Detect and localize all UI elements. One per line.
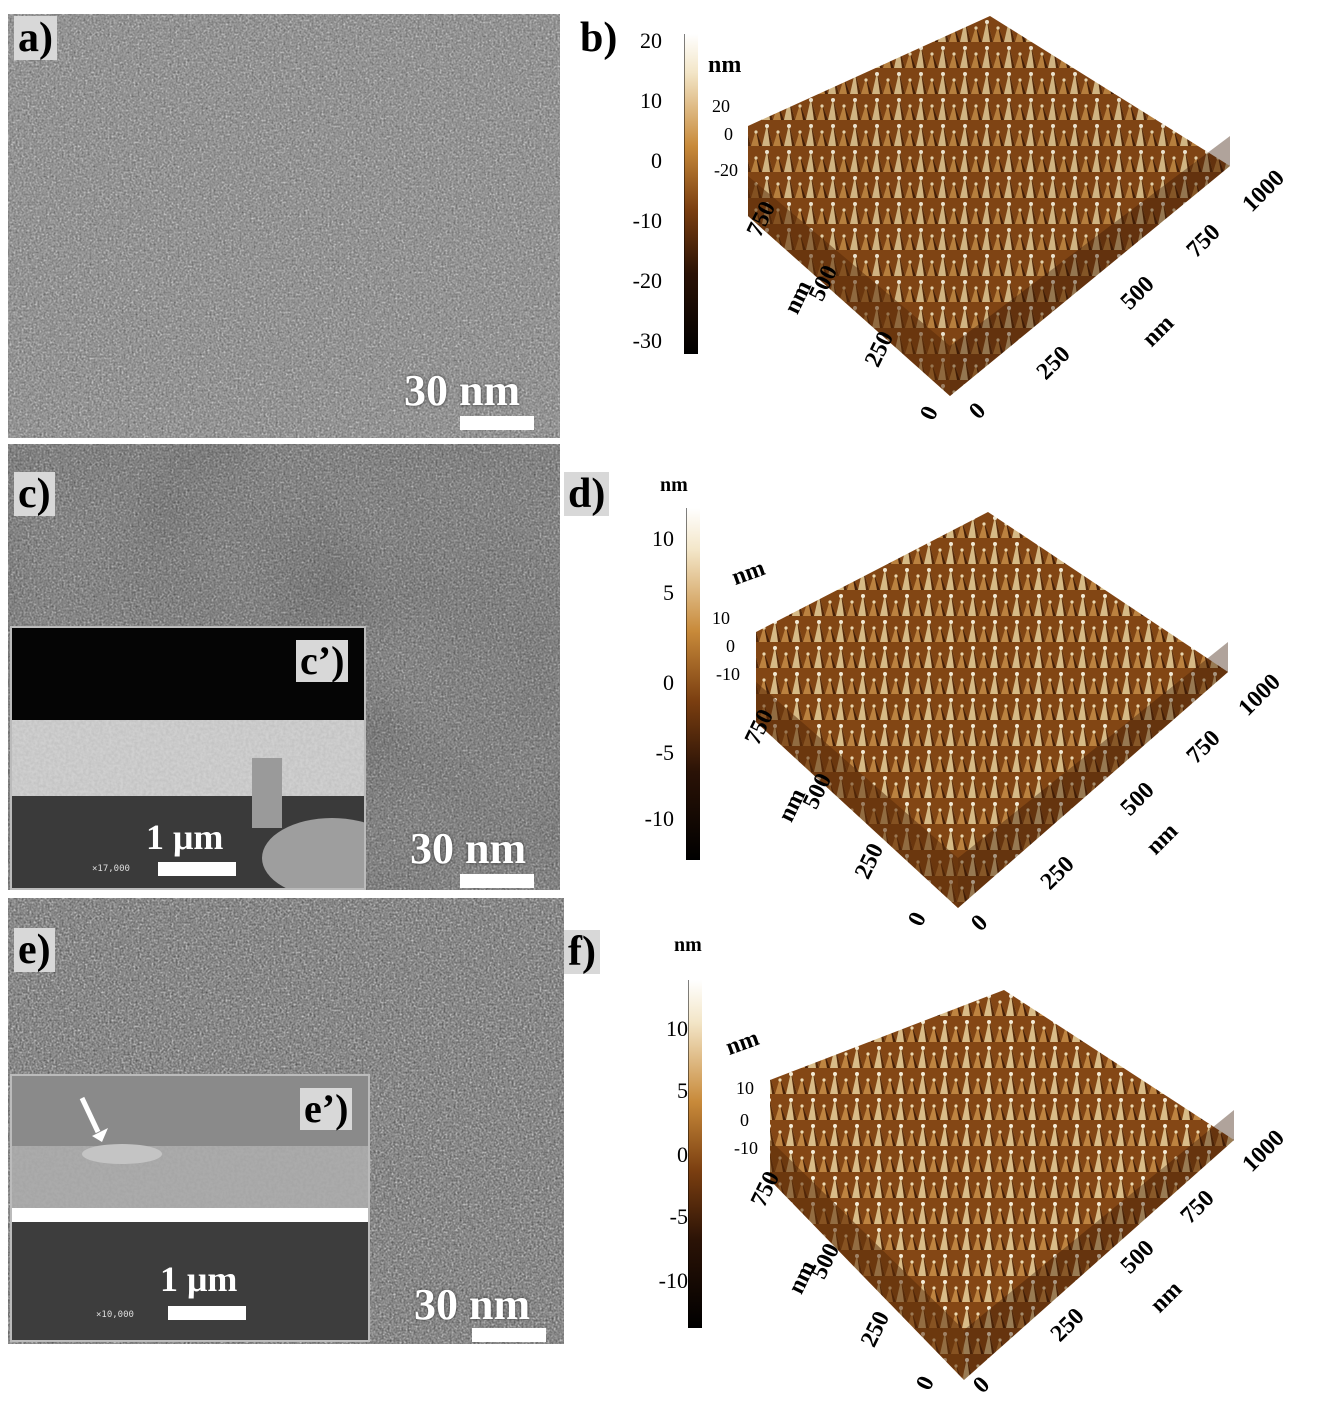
colorbar-b bbox=[683, 34, 698, 354]
colorbar-d bbox=[685, 508, 700, 860]
colorbar-tick: 20 bbox=[640, 28, 662, 53]
inset-scale-label-c: 1 μm bbox=[146, 817, 224, 857]
colorbar-tick: -30 bbox=[632, 328, 662, 353]
z-unit-label: nm bbox=[708, 52, 742, 78]
z-tick: 0 bbox=[726, 636, 735, 656]
afm-surface-b bbox=[740, 16, 1240, 396]
sem-image-a bbox=[8, 14, 560, 438]
inset-magnification-e: ×10,000 bbox=[96, 1310, 134, 1320]
scale-bar-a bbox=[460, 416, 534, 430]
afm-surface-d bbox=[748, 512, 1238, 908]
x-axis-tick: 1000 bbox=[1233, 668, 1286, 722]
z-tick: 20 bbox=[712, 96, 730, 116]
colorbar-tick: -10 bbox=[644, 806, 674, 831]
z-tick: 0 bbox=[724, 124, 733, 144]
z-tick: 10 bbox=[736, 1078, 754, 1098]
colorbar-tick: -10 bbox=[658, 1268, 688, 1293]
colorbar-tick: 0 bbox=[651, 148, 662, 173]
x-axis-tick: 0 bbox=[966, 909, 994, 937]
colorbar-f bbox=[687, 980, 702, 1328]
scale-bar-e bbox=[472, 1328, 546, 1342]
scale-bar-label-c: 30 nm bbox=[410, 824, 527, 873]
inset-scale-label-e: 1 μm bbox=[160, 1259, 238, 1299]
inset-e-prime bbox=[10, 1074, 370, 1342]
afm-surface-f bbox=[764, 990, 1240, 1380]
colorbar-tick: 10 bbox=[666, 1016, 688, 1041]
z-tick: -10 bbox=[716, 664, 740, 684]
scale-bar-label-a: 30 nm bbox=[404, 366, 521, 415]
colorbar-tick: 10 bbox=[652, 526, 674, 551]
panel-label-f: f) bbox=[564, 930, 600, 974]
inset-scale-bar-c bbox=[158, 862, 236, 876]
y-axis-tick: 0 bbox=[915, 402, 944, 425]
inset-magnification-c: ×17,000 bbox=[92, 864, 130, 874]
panel-label-e: e) bbox=[14, 928, 55, 972]
colorbar-tick: 5 bbox=[677, 1078, 688, 1103]
colorbar-tick: 5 bbox=[663, 580, 674, 605]
z-tick: -20 bbox=[714, 160, 738, 180]
colorbar-tick: -5 bbox=[655, 740, 674, 765]
inset-scale-bar-e bbox=[168, 1306, 246, 1320]
colorbar-tick: -20 bbox=[632, 268, 662, 293]
colorbar-tick: 0 bbox=[677, 1142, 688, 1167]
scale-bar-c bbox=[460, 874, 534, 888]
z-unit-label: nm bbox=[722, 1025, 763, 1061]
panel-label-c: c) bbox=[14, 472, 55, 516]
z-tick: 10 bbox=[712, 608, 730, 628]
x-axis-tick: 1000 bbox=[1237, 1124, 1290, 1178]
inset-label-e-prime: e’) bbox=[300, 1088, 353, 1130]
panel-label-d: d) bbox=[564, 472, 610, 516]
panel-label-b: b) bbox=[576, 16, 622, 60]
y-axis-tick: 0 bbox=[903, 908, 932, 931]
scale-bar-label-e: 30 nm bbox=[414, 1280, 531, 1329]
colorbar-tick: 10 bbox=[640, 88, 662, 113]
z-tick: -10 bbox=[734, 1138, 758, 1158]
colorbar-tick: -10 bbox=[632, 208, 662, 233]
colorbar-unit-f: nm bbox=[674, 934, 702, 956]
colorbar-unit-d: nm bbox=[660, 474, 688, 496]
x-axis-tick: 1000 bbox=[1237, 164, 1290, 218]
z-tick: 0 bbox=[740, 1110, 749, 1130]
colorbar-tick: 0 bbox=[663, 670, 674, 695]
inset-label-c-prime: c’) bbox=[296, 640, 349, 682]
x-axis-tick: 0 bbox=[964, 397, 992, 425]
colorbar-tick: -5 bbox=[669, 1204, 688, 1229]
panel-label-a: a) bbox=[14, 16, 57, 60]
